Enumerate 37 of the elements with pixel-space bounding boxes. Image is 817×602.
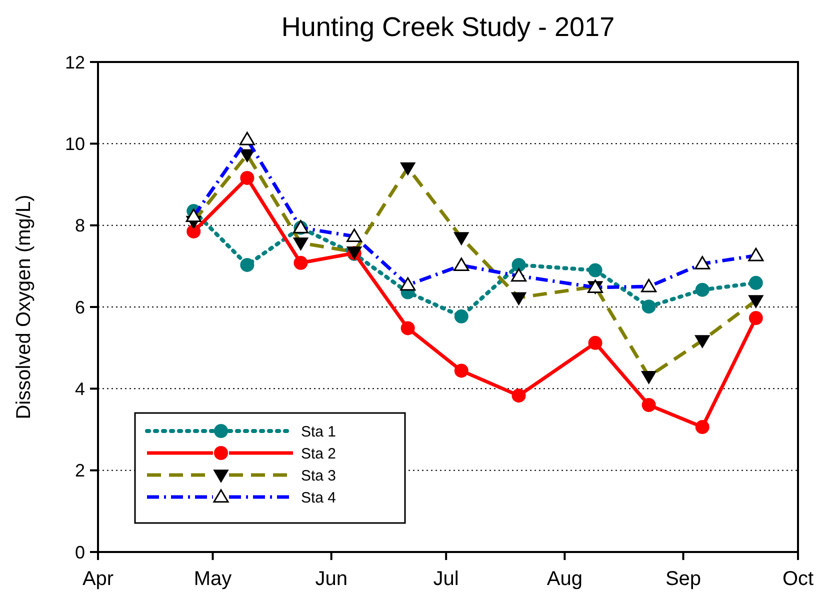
legend-label: Sta 4 xyxy=(301,489,336,506)
point xyxy=(695,420,710,434)
point xyxy=(748,276,763,290)
y-tick-label: 8 xyxy=(74,216,85,236)
point xyxy=(186,224,201,238)
x-tick-label: Oct xyxy=(782,568,814,590)
point xyxy=(400,321,415,336)
x-tick-label: Jul xyxy=(433,568,459,590)
point xyxy=(512,258,526,272)
point xyxy=(454,309,468,324)
point xyxy=(588,263,602,278)
x-tick-label: May xyxy=(194,568,232,590)
legend-label: Sta 1 xyxy=(301,423,336,440)
y-tick-label: 4 xyxy=(74,378,85,399)
legend-label: Sta 2 xyxy=(301,445,336,462)
y-tick-label: 12 xyxy=(64,52,85,72)
y-tick-label: 2 xyxy=(74,460,85,481)
point xyxy=(294,256,308,270)
point xyxy=(642,398,656,412)
point xyxy=(748,311,763,326)
point xyxy=(512,388,526,403)
y-tick-label: 10 xyxy=(64,134,85,154)
point xyxy=(695,282,710,297)
y-tick-label: 6 xyxy=(74,297,85,318)
legend-label: Sta 3 xyxy=(301,467,336,484)
point xyxy=(240,258,254,272)
point xyxy=(454,364,468,378)
point xyxy=(642,300,656,314)
x-tick-label: Jun xyxy=(315,568,348,590)
x-tick-label: Aug xyxy=(546,568,582,590)
y-axis-title: Dissolved Oxygen (mg/L) xyxy=(13,194,35,420)
chart-title: Hunting Creek Study - 2017 xyxy=(281,12,615,42)
x-tick-label: Apr xyxy=(82,568,114,590)
y-tick-label: 0 xyxy=(74,542,85,562)
x-tick-label: Sep xyxy=(665,568,702,590)
point xyxy=(588,336,602,350)
point xyxy=(240,170,254,185)
